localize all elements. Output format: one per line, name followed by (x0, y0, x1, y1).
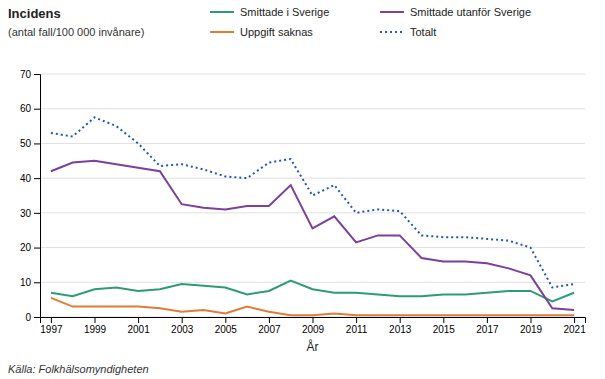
series-line (51, 281, 574, 302)
y-tick: 30 (20, 208, 40, 219)
grid-line (40, 143, 585, 144)
y-tick-label: 60 (20, 103, 32, 114)
x-tick-label: 1997 (40, 324, 63, 335)
x-tick-mark (400, 317, 401, 323)
series-line (51, 298, 574, 315)
x-tick-label: 2015 (433, 324, 456, 335)
y-axis: 0 10 20 30 40 50 60 70 (20, 69, 41, 323)
chart: Incidens (antal fall/100 000 invånare) 199… (0, 0, 605, 379)
x-tick-mark (51, 317, 52, 323)
y-tick-mark (34, 143, 40, 144)
legend-label: Totalt (410, 26, 436, 38)
y-axis-line (34, 75, 41, 318)
x-tick: 2017 (476, 317, 499, 335)
x-tick-mark (487, 317, 488, 323)
x-tick-label: 2005 (215, 324, 238, 335)
y-tick-mark (34, 109, 40, 110)
x-tick: 1997 (40, 317, 63, 335)
x-tick: 2011 (346, 317, 368, 335)
series-line (51, 161, 574, 310)
x-tick: 2005 (215, 317, 238, 335)
x-tick-mark (138, 317, 139, 323)
x-tick: 2021 (563, 317, 586, 335)
x-axis: 1997 1999 2001 2003 2005 2007 2009 2011 2013 2015… (40, 317, 586, 335)
x-tick-mark (313, 317, 314, 323)
grid-line (40, 178, 585, 179)
x-tick-label: 2003 (171, 324, 194, 335)
y-tick-label: 70 (20, 69, 32, 80)
y-tick: 10 (20, 277, 40, 288)
x-tick: 2007 (258, 317, 281, 335)
x-tick-label: 2001 (127, 324, 150, 335)
x-tick: 2003 (171, 317, 194, 335)
y-tick-label: 30 (20, 208, 32, 219)
x-tick-mark (225, 317, 226, 323)
x-axis-title: År (307, 339, 319, 354)
legend-item: Smittade utanför Sverige (380, 6, 531, 18)
x-tick-label: 2013 (389, 324, 412, 335)
legend-swatch (210, 31, 234, 33)
plot-area: 1997 1999 2001 2003 2005 2007 2009 2011 2013 2015… (20, 69, 586, 354)
y-tick-mark (34, 213, 40, 214)
x-tick: 2019 (520, 317, 543, 335)
legend-swatch (210, 11, 234, 13)
x-tick-mark (443, 317, 444, 323)
source: Källa: Folkhälsomyndigheten (8, 363, 149, 375)
x-tick-mark (356, 317, 357, 323)
legend-label: Uppgift saknas (240, 26, 313, 38)
x-tick: 2015 (433, 317, 456, 335)
x-tick-mark (269, 317, 270, 323)
x-tick: 1999 (84, 317, 107, 335)
y-tick-label: 20 (20, 242, 32, 253)
grid-line (40, 74, 585, 75)
y-tick: 20 (20, 242, 40, 253)
grid (40, 74, 585, 317)
x-tick-label: 2007 (258, 324, 281, 335)
x-tick-label: 2017 (476, 324, 499, 335)
legend: Smittade i Sverige Smittade utanför Sveri… (210, 6, 531, 38)
grid-line (40, 212, 585, 213)
y-tick-label: 0 (25, 312, 31, 323)
y-tick: 60 (20, 103, 40, 114)
y-tick-label: 40 (20, 173, 32, 184)
legend-item: Totalt (380, 26, 436, 38)
x-tick-label: 2009 (302, 324, 325, 335)
grid-line (40, 108, 585, 109)
title: Incidens (8, 6, 61, 21)
y-tick: 70 (20, 69, 40, 80)
x-tick-mark (182, 317, 183, 323)
y-tick: 0 (25, 312, 40, 323)
y-tick-mark (34, 178, 40, 179)
grid-line (40, 247, 585, 248)
y-tick: 40 (20, 173, 40, 184)
x-axis-line (41, 318, 586, 324)
y-tick-mark (34, 248, 40, 249)
legend-item: Uppgift saknas (210, 26, 313, 38)
x-tick-mark (531, 317, 532, 323)
x-tick-mark (95, 317, 96, 323)
y-tick-label: 10 (20, 277, 32, 288)
x-tick: 2001 (127, 317, 150, 335)
subtitle: (antal fall/100 000 invånare) (8, 26, 144, 38)
legend-label: Smittade utanför Sverige (410, 6, 531, 18)
legend-item: Smittade i Sverige (210, 6, 329, 18)
series-line (51, 117, 574, 287)
y-tick-mark (34, 317, 40, 318)
x-tick-label: 2011 (346, 324, 368, 335)
x-tick-label: 2019 (520, 324, 543, 335)
y-tick-mark (34, 74, 40, 75)
x-tick-label: 1999 (84, 324, 107, 335)
lines (51, 117, 574, 315)
y-tick-label: 50 (20, 138, 32, 149)
x-tick: 2009 (302, 317, 325, 335)
x-tick: 2013 (389, 317, 412, 335)
legend-label: Smittade i Sverige (240, 6, 329, 18)
y-tick-mark (34, 282, 40, 283)
legend-swatch (380, 11, 404, 13)
legend-swatch (380, 31, 404, 33)
x-tick-mark (574, 317, 575, 323)
grid-line (40, 282, 585, 283)
x-tick-label: 2021 (563, 324, 586, 335)
y-tick: 50 (20, 138, 40, 149)
